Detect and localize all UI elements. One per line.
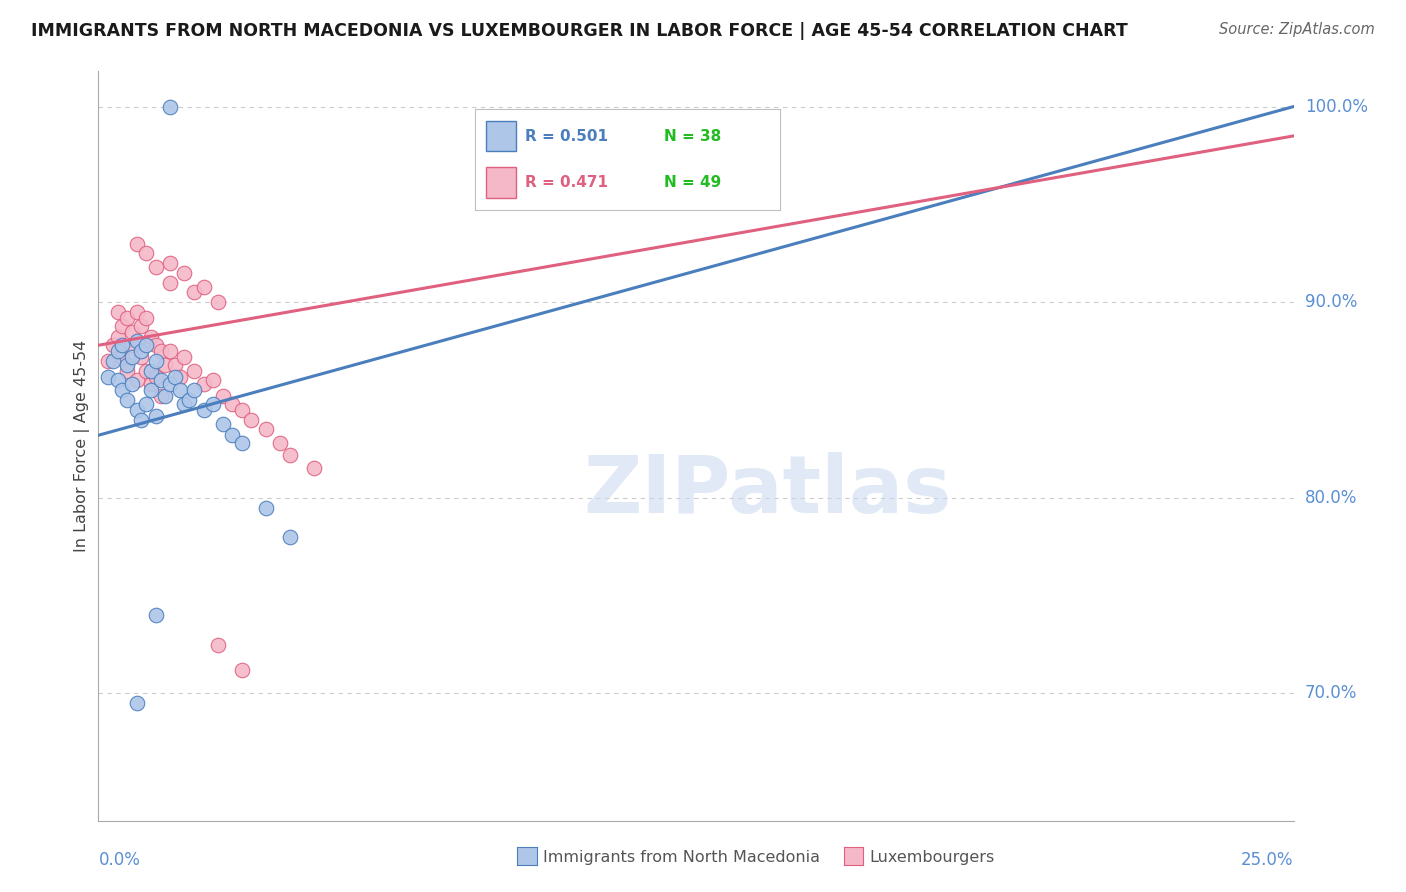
Point: [183, 364, 205, 378]
Point: [107, 374, 129, 388]
Point: [159, 344, 181, 359]
Point: [145, 354, 167, 368]
Point: [115, 392, 138, 407]
Point: [121, 338, 143, 352]
Point: [107, 305, 129, 319]
Point: [179, 392, 201, 407]
Point: [135, 397, 157, 411]
Point: [145, 608, 167, 623]
Point: [125, 696, 148, 710]
Point: [115, 358, 138, 372]
Point: [163, 358, 186, 372]
Point: [193, 279, 215, 293]
Text: 80.0%: 80.0%: [1305, 489, 1357, 507]
Point: [145, 260, 167, 274]
Point: [125, 334, 148, 349]
Point: [254, 500, 277, 515]
Point: [149, 344, 172, 359]
Point: [240, 412, 263, 426]
Point: [125, 305, 148, 319]
Point: [269, 436, 291, 450]
Point: [159, 256, 181, 270]
Point: [278, 448, 301, 462]
Point: [135, 338, 157, 352]
Point: [155, 358, 177, 372]
Point: [107, 344, 129, 359]
Text: Immigrants from North Macedonia: Immigrants from North Macedonia: [543, 850, 820, 864]
Point: [155, 389, 177, 403]
Point: [121, 325, 143, 339]
Point: [101, 338, 124, 352]
Point: [254, 422, 277, 436]
Point: [107, 330, 129, 344]
Text: ZIPatlas: ZIPatlas: [583, 452, 952, 530]
Point: [131, 318, 153, 333]
Point: [115, 310, 138, 325]
Point: [221, 428, 243, 442]
Text: 25.0%: 25.0%: [1241, 851, 1294, 869]
Point: [145, 369, 167, 384]
Point: [139, 330, 162, 344]
Point: [131, 344, 153, 359]
Text: 100.0%: 100.0%: [1305, 97, 1368, 116]
Point: [101, 354, 124, 368]
Point: [159, 99, 181, 113]
Point: [173, 397, 195, 411]
Y-axis label: In Labor Force | Age 45-54: In Labor Force | Age 45-54: [75, 340, 90, 552]
Point: [135, 310, 157, 325]
Text: 0.0%: 0.0%: [98, 851, 141, 869]
Point: [145, 409, 167, 423]
Point: [115, 364, 138, 378]
Text: IMMIGRANTS FROM NORTH MACEDONIA VS LUXEMBOURGER IN LABOR FORCE | AGE 45-54 CORRE: IMMIGRANTS FROM NORTH MACEDONIA VS LUXEM…: [31, 22, 1128, 40]
Point: [125, 236, 148, 251]
Text: 90.0%: 90.0%: [1305, 293, 1357, 311]
Point: [145, 338, 167, 352]
Point: [211, 417, 233, 431]
Point: [278, 530, 301, 544]
Point: [159, 276, 181, 290]
Point: [183, 383, 205, 397]
Point: [139, 364, 162, 378]
Point: [139, 383, 162, 397]
Point: [207, 638, 229, 652]
Text: Source: ZipAtlas.com: Source: ZipAtlas.com: [1219, 22, 1375, 37]
Point: [159, 377, 181, 392]
Point: [173, 350, 195, 364]
Point: [173, 266, 195, 280]
Point: [211, 389, 233, 403]
Point: [111, 338, 134, 352]
Point: [193, 402, 215, 417]
Point: [231, 663, 253, 677]
Point: [97, 354, 120, 368]
Text: Luxembourgers: Luxembourgers: [869, 850, 994, 864]
Point: [135, 364, 157, 378]
Point: [202, 397, 225, 411]
Point: [111, 318, 134, 333]
Point: [169, 383, 191, 397]
Point: [121, 377, 143, 392]
Point: [183, 285, 205, 300]
Point: [207, 295, 229, 310]
Point: [149, 374, 172, 388]
Point: [111, 383, 134, 397]
Point: [169, 369, 191, 384]
Point: [139, 377, 162, 392]
Point: [121, 350, 143, 364]
Point: [135, 246, 157, 260]
Point: [202, 374, 225, 388]
Point: [97, 369, 120, 384]
Point: [302, 461, 325, 475]
Point: [111, 350, 134, 364]
Text: 70.0%: 70.0%: [1305, 684, 1357, 703]
Point: [221, 397, 243, 411]
Point: [163, 369, 186, 384]
Point: [231, 436, 253, 450]
Point: [149, 389, 172, 403]
Point: [131, 350, 153, 364]
Point: [125, 402, 148, 417]
Point: [193, 377, 215, 392]
Point: [131, 412, 153, 426]
Point: [231, 402, 253, 417]
Point: [125, 374, 148, 388]
